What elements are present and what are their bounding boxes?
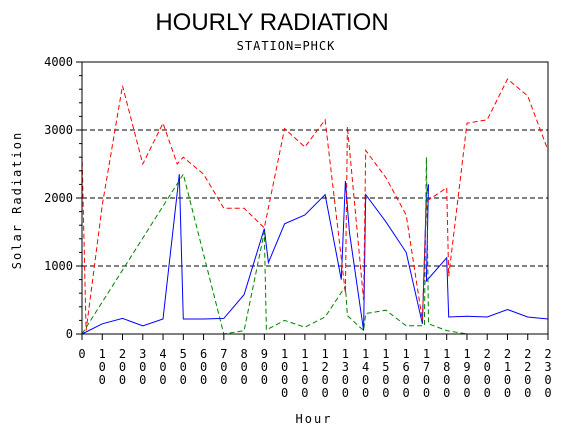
grid-lines (82, 61, 548, 335)
y-axis: 0 1000 2000 3000 4000 (44, 55, 82, 341)
series-line-1 (81, 78, 549, 331)
series-lines (81, 78, 549, 335)
y-tick-label-2: 2000 (44, 191, 73, 205)
y-axis-label: Solar Radiation (10, 131, 24, 269)
x-axis-label: Hour (296, 412, 333, 426)
y-tick-label-3: 3000 (44, 123, 73, 137)
x-tick-label-0: 0 (78, 347, 85, 361)
series-line-2 (81, 157, 468, 335)
y-tick-label-1: 1000 (44, 259, 73, 273)
x-axis: 0 1 0 0 2 0 0 3 0 0 4 0 0 5 0 0 6 0 0 7 0 0 8 0 0 9 0 0 1 0 0 0 1 1 0 0 1 2 0 0… (78, 334, 552, 400)
series-line-0 (81, 174, 549, 335)
y-tick-label-4: 4000 (44, 55, 73, 69)
chart-title: HOURLY RADIATION (155, 9, 388, 36)
chart-subtitle: STATION=PHCK (237, 39, 336, 53)
y-tick-label-0: 0 (66, 327, 73, 341)
